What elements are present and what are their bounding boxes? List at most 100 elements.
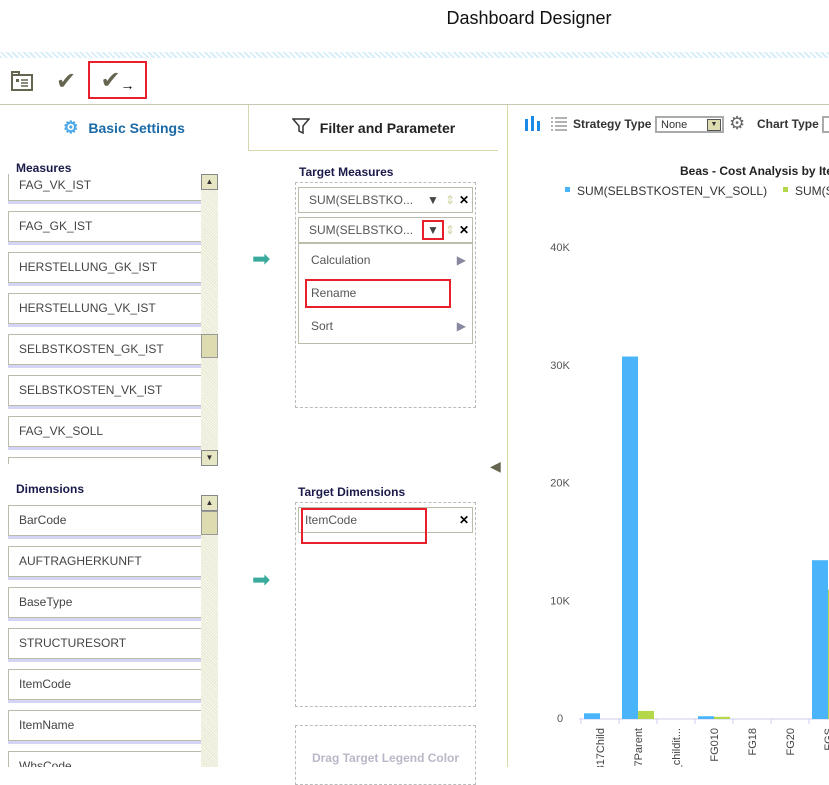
bar-chart-view-icon[interactable] [524, 116, 542, 135]
window-title: Dashboard Designer [446, 8, 612, 28]
bar [638, 710, 654, 719]
y-tick-label: 0 [557, 713, 563, 725]
tab-basic-settings[interactable]: ⚙ Basic Settings [0, 105, 248, 151]
menu-label: Sort [311, 319, 334, 333]
target-dimensions-dropzone[interactable]: ItemCode ✕ [295, 502, 476, 707]
menu-label: Calculation [311, 253, 371, 267]
remove-icon[interactable]: ✕ [459, 223, 470, 237]
reorder-icon[interactable]: ⇕ [445, 193, 456, 207]
tab-label: Filter and Parameter [319, 119, 456, 136]
tab-filter-parameter[interactable]: Filter and Parameter [248, 105, 498, 151]
reorder-icon[interactable]: ⇕ [445, 223, 456, 237]
measure-item[interactable]: HERSTELLUNG_VK_IST [8, 293, 204, 324]
strategy-type-value: None [661, 119, 688, 131]
measure-item[interactable]: FAG_GK_IST [8, 211, 204, 242]
dimensions-scrollbar[interactable]: ▲ [201, 495, 218, 767]
measure-item[interactable]: FAG_VK_IST [8, 174, 204, 201]
scroll-thumb[interactable] [201, 511, 218, 535]
legend-label: SUM(SELBSTKOSTEN_VK_SOLL) [577, 184, 767, 198]
tab-label: Basic Settings [88, 120, 185, 136]
dimensions-list: BarCode AUFTRAGHERKUNFT BaseType STRUCTU… [8, 505, 218, 767]
y-tick-label: 40K [550, 242, 570, 254]
layout-icon[interactable] [2, 64, 42, 98]
menu-label: Rename [311, 286, 357, 300]
x-tick-label: _childit... [671, 728, 683, 767]
legend-marker [783, 187, 788, 192]
remove-icon[interactable]: ✕ [459, 193, 470, 207]
toolbar-divider [0, 104, 829, 105]
y-tick-label: 10K [550, 595, 570, 607]
x-tick-label: 17Parent [633, 728, 645, 767]
scroll-up-button[interactable]: ▲ [201, 174, 218, 190]
add-dimension-arrow-icon[interactable]: ➡ [252, 567, 271, 592]
panel-divider [507, 105, 508, 767]
x-tick-label: FG010 [709, 728, 721, 762]
menu-item-rename[interactable]: Rename [299, 277, 472, 310]
dimension-item[interactable]: ItemCode [8, 669, 204, 700]
bar [698, 716, 714, 719]
measure-item[interactable]: SELBSTKOSTEN_GK_IST [8, 334, 204, 365]
measures-scrollbar[interactable]: ▲ ▼ [201, 174, 218, 466]
target-dimension-label: ItemCode [305, 513, 358, 527]
add-measure-arrow-icon[interactable]: ➡ [252, 246, 271, 271]
measure-item[interactable]: HERSTELLUNG_GK_IST [8, 252, 204, 283]
chart-type-select[interactable] [822, 116, 829, 133]
measure-item[interactable]: FAG_VK_SOLL [8, 416, 204, 447]
measure-context-menu: Calculation ▶ Rename Sort ▶ [298, 243, 473, 344]
x-tick-label: 317Child [595, 728, 607, 767]
target-measure-item[interactable]: SUM(SELBSTKO... ▼ ⇕ ✕ [298, 187, 473, 213]
collapse-panel-icon[interactable]: ◀ [490, 458, 501, 474]
submenu-arrow-icon: ▶ [456, 319, 466, 333]
bar [714, 716, 730, 719]
dimensions-label: Dimensions [16, 482, 85, 496]
chart-type-label: Chart Type [757, 117, 819, 131]
chart-title: Beas - Cost Analysis by Ite [680, 164, 829, 178]
strategy-type-label: Strategy Type [573, 117, 652, 131]
measures-list: FAG_VK_IST FAG_GK_IST HERSTELLUNG_GK_IST… [8, 174, 218, 464]
target-measure-item[interactable]: SUM(SELBSTKO... ▼ ⇕ ✕ [298, 217, 473, 243]
dimension-item[interactable]: STRUCTURESORT [8, 628, 204, 659]
target-measures-dropzone[interactable]: SUM(SELBSTKO... ▼ ⇕ ✕ SUM(SELBSTKO... ▼ ⇕ ✕ … [295, 182, 476, 408]
settings-gear-icon[interactable]: ⚙ [729, 113, 746, 133]
measure-item[interactable]: SELBSTKOSTEN_VK_IST [8, 375, 204, 406]
dimension-item[interactable]: ItemName [8, 710, 204, 741]
dropdown-icon[interactable]: ▼ [422, 220, 444, 240]
scroll-down-button[interactable]: ▼ [201, 450, 218, 466]
check-icon[interactable]: ✔ [55, 67, 77, 95]
target-dimensions-label: Target Dimensions [298, 485, 406, 499]
target-dimension-item[interactable]: ItemCode ✕ [298, 507, 473, 544]
bar [622, 356, 638, 719]
x-tick-label: FG18 [747, 728, 759, 756]
x-tick-label: FG20 [785, 728, 797, 756]
header-divider [0, 52, 829, 58]
scroll-up-button[interactable]: ▲ [201, 495, 218, 511]
check-and-proceed-icon[interactable]: ✔ → [88, 61, 147, 99]
list-view-icon[interactable] [550, 116, 568, 135]
menu-item-calculation[interactable]: Calculation ▶ [299, 244, 472, 277]
dropdown-icon[interactable]: ▼ [427, 193, 439, 207]
bar [812, 560, 828, 719]
legend-color-dropzone[interactable]: Drag Target Legend Color [295, 725, 476, 785]
bar-chart: Beas - Cost Analysis by Ite SUM(SELBSTKOS… [550, 164, 829, 767]
target-measure-label: SUM(SELBSTKO... [309, 193, 414, 207]
y-tick-label: 30K [550, 360, 570, 372]
dimension-item[interactable]: AUFTRAGHERKUNFT [8, 546, 204, 577]
bar [584, 713, 600, 719]
filter-icon [291, 118, 311, 137]
menu-item-sort[interactable]: Sort ▶ [299, 310, 472, 343]
dimension-item[interactable]: WhsCode [8, 751, 204, 767]
scroll-thumb[interactable] [201, 334, 218, 358]
x-tick-label: FGS [823, 728, 829, 751]
strategy-type-select[interactable]: None ▼ [655, 116, 724, 133]
target-measures-label: Target Measures [299, 165, 394, 179]
remove-icon[interactable]: ✕ [459, 513, 470, 527]
measure-item[interactable] [8, 457, 204, 464]
dimension-item[interactable]: BarCode [8, 505, 204, 536]
chevron-down-icon: ▼ [707, 119, 721, 131]
legend-marker [565, 187, 570, 192]
dimension-item[interactable]: BaseType [8, 587, 204, 618]
legend-label: SUM(SE [795, 184, 829, 198]
y-tick-label: 20K [550, 478, 570, 490]
target-measure-label: SUM(SELBSTKO... [309, 223, 414, 237]
submenu-arrow-icon: ▶ [456, 253, 466, 267]
